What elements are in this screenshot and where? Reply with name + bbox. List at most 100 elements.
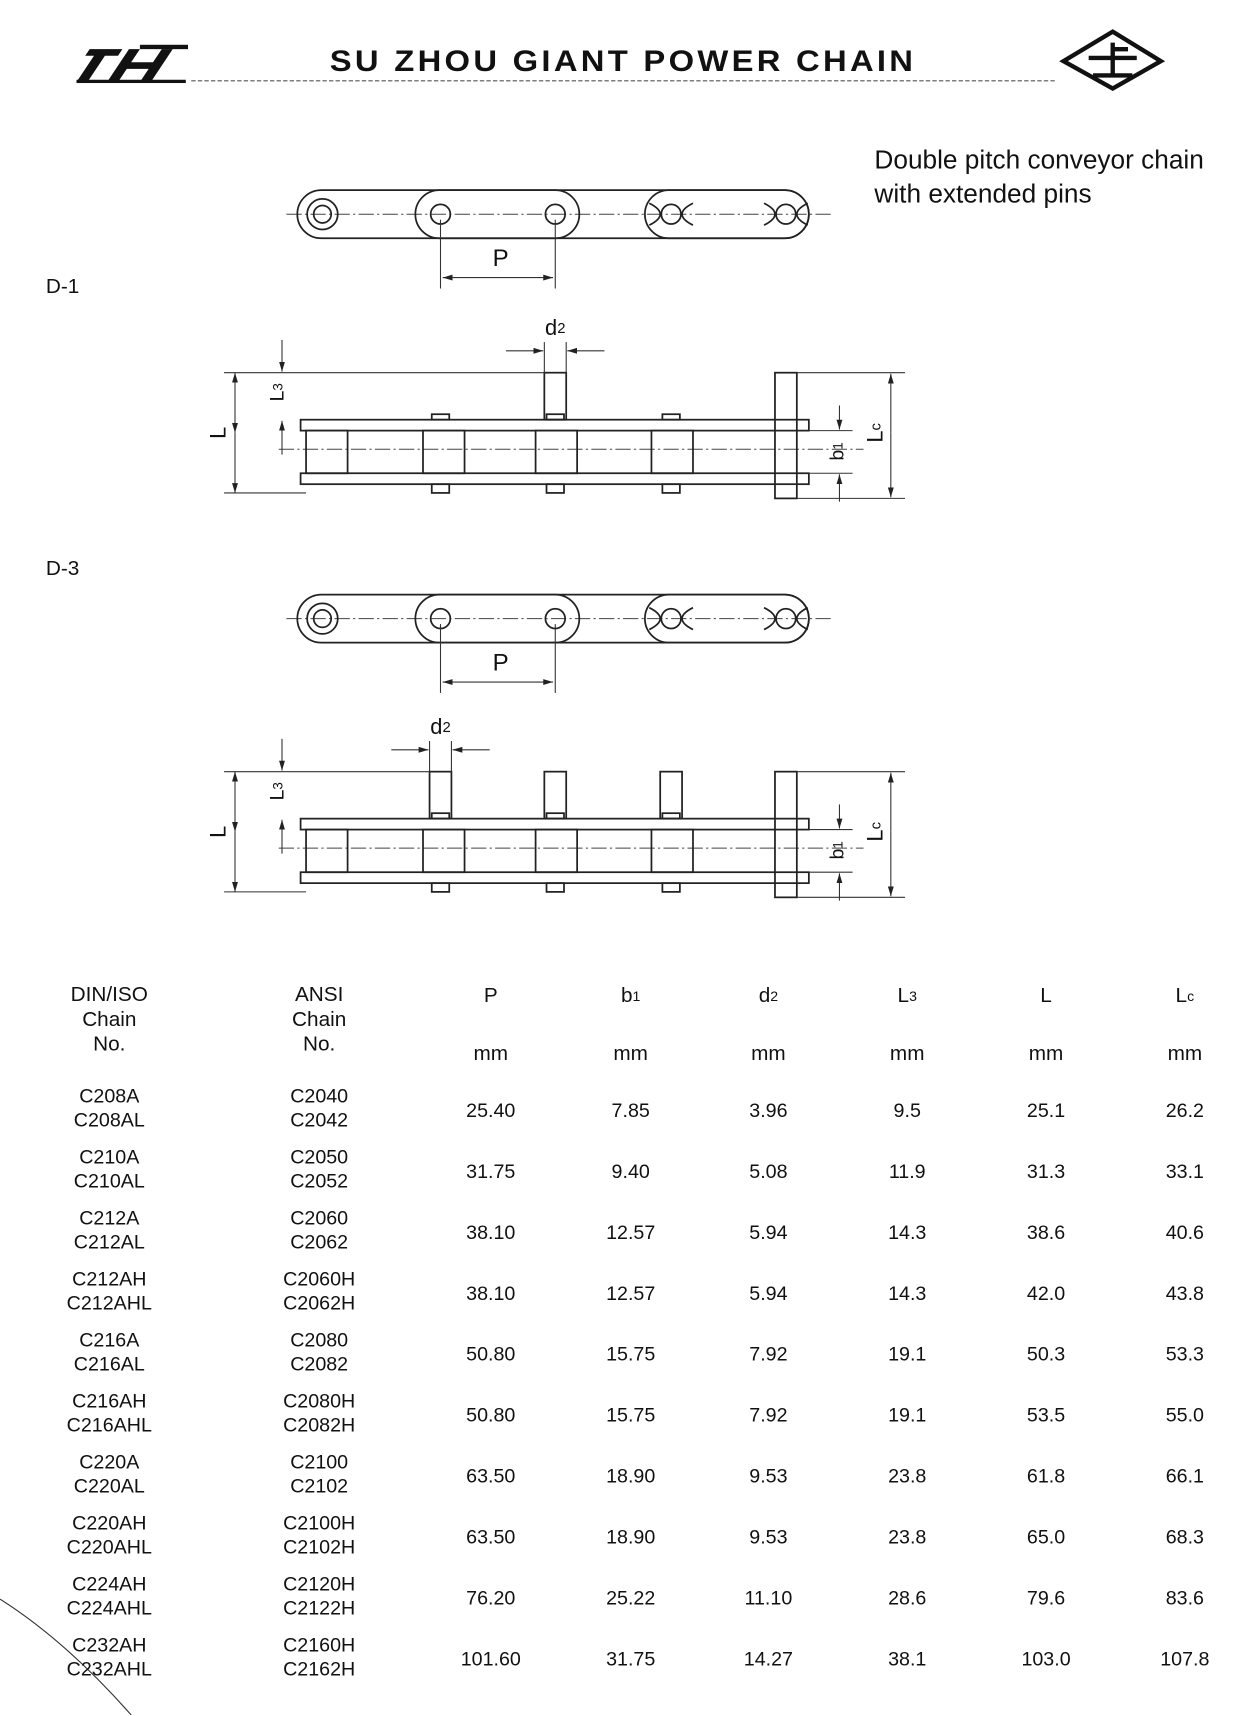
cotter bbox=[763, 606, 809, 631]
table-cell: 5.94 bbox=[749, 1283, 787, 1305]
table-cell: 11.10 bbox=[745, 1588, 793, 1610]
table-cell: 9.40 bbox=[612, 1161, 650, 1183]
chain-number: C2082H bbox=[283, 1415, 355, 1437]
dimension-label: b1 bbox=[827, 841, 849, 859]
dimension-label-part: 1 bbox=[830, 442, 845, 449]
dimension-label-part: c bbox=[869, 821, 885, 829]
extended-pin bbox=[774, 371, 798, 500]
dimension-label-part: 3 bbox=[270, 383, 285, 390]
pin bbox=[660, 203, 682, 225]
dimension-label-part: L bbox=[862, 430, 887, 442]
dimension-label: d2 bbox=[545, 315, 565, 340]
chain-number: C220AL bbox=[74, 1476, 145, 1498]
column-header: Lc bbox=[1176, 984, 1195, 1007]
dimension-label-part: 2 bbox=[557, 321, 565, 337]
table-cell: 14.27 bbox=[744, 1649, 793, 1671]
description-line: Double pitch conveyor chain bbox=[874, 145, 1203, 175]
dimension-label: L3 bbox=[267, 383, 289, 401]
extended-pin bbox=[428, 770, 453, 820]
roller bbox=[422, 828, 466, 874]
table-cell: 9.53 bbox=[749, 1527, 787, 1549]
bush bbox=[306, 602, 339, 635]
logo-left bbox=[76, 44, 189, 84]
table-cell: 66.1 bbox=[1166, 1466, 1204, 1488]
chain-number: C220AH bbox=[72, 1513, 146, 1535]
chain-number: C216AH bbox=[72, 1391, 146, 1413]
column-header: ANSI bbox=[295, 983, 343, 1006]
chain-number: C212AL bbox=[74, 1232, 145, 1254]
dimension-label-part: d bbox=[430, 714, 442, 739]
table-cell: 68.3 bbox=[1166, 1527, 1204, 1549]
table-cell: 42.0 bbox=[1027, 1283, 1065, 1305]
table-cell: 26.2 bbox=[1166, 1100, 1204, 1122]
chain-number: C2060H bbox=[283, 1269, 355, 1291]
roller bbox=[534, 828, 579, 874]
column-unit: mm bbox=[1029, 1042, 1064, 1065]
table-cell: 5.08 bbox=[749, 1161, 787, 1183]
chain-number: C2052 bbox=[290, 1171, 348, 1193]
diagram-label: D-3 bbox=[46, 557, 79, 580]
chain-number: C208A bbox=[79, 1086, 140, 1108]
column-header-part: P bbox=[484, 984, 498, 1007]
dimension-label-part: c bbox=[869, 422, 885, 430]
table-cell: 19.1 bbox=[888, 1405, 926, 1427]
table-cell: 55.0 bbox=[1166, 1405, 1204, 1427]
column-header: No. bbox=[303, 1032, 335, 1055]
pin-head bbox=[661, 483, 681, 494]
table-cell: 9.53 bbox=[749, 1466, 787, 1488]
table-cell: 11.9 bbox=[889, 1161, 926, 1183]
table-cell: 61.8 bbox=[1027, 1466, 1065, 1488]
chain-number: C208AL bbox=[74, 1110, 145, 1132]
table-cell: 50.3 bbox=[1027, 1344, 1065, 1366]
extended-pin bbox=[774, 770, 798, 899]
table-cell: 12.57 bbox=[606, 1222, 655, 1244]
dimension-label: Lc bbox=[862, 821, 887, 841]
table-cell: 23.8 bbox=[888, 1466, 926, 1488]
dimension-label-part: 2 bbox=[442, 720, 450, 736]
chain-number: C2080H bbox=[283, 1391, 355, 1413]
outer-plate bbox=[299, 817, 810, 831]
column-header-part: b bbox=[621, 984, 633, 1007]
roller bbox=[650, 828, 694, 874]
pin bbox=[775, 203, 797, 225]
table-cell: 3.96 bbox=[749, 1100, 787, 1122]
outer-plate bbox=[299, 871, 810, 885]
table-cell: 53.5 bbox=[1027, 1405, 1065, 1427]
column-unit: mm bbox=[473, 1042, 508, 1065]
table-cell: 38.10 bbox=[466, 1283, 515, 1305]
table-cell: 12.57 bbox=[606, 1283, 655, 1305]
chain-number: C210A bbox=[79, 1147, 140, 1169]
table-cell: 63.50 bbox=[466, 1527, 515, 1549]
dimension-label: L3 bbox=[267, 782, 289, 800]
description-line: with extended pins bbox=[873, 179, 1091, 209]
column-header-part: 1 bbox=[633, 988, 641, 1004]
dimension-label-part: L bbox=[267, 391, 289, 402]
table-cell: 7.85 bbox=[612, 1100, 650, 1122]
table-cell: 50.80 bbox=[466, 1344, 515, 1366]
chain-number: C2080 bbox=[290, 1330, 348, 1352]
diagram-label: D-1 bbox=[46, 275, 79, 298]
column-header-part: c bbox=[1187, 988, 1194, 1004]
pin-head bbox=[661, 413, 681, 421]
table-cell: 83.6 bbox=[1166, 1588, 1204, 1610]
chain-number: C232AHL bbox=[67, 1659, 152, 1681]
table-cell: 65.0 bbox=[1027, 1527, 1065, 1549]
chain-number: C2162H bbox=[283, 1659, 355, 1681]
table-cell: 76.20 bbox=[466, 1588, 515, 1610]
chain-number: C224AHL bbox=[67, 1598, 152, 1620]
dimension-label-part: 1 bbox=[830, 841, 845, 848]
dimension-label-part: L bbox=[267, 790, 289, 801]
logo-right bbox=[1059, 29, 1166, 92]
table-cell: 38.1 bbox=[888, 1649, 926, 1671]
column-header: Chain bbox=[82, 1008, 136, 1031]
column-header: b1 bbox=[621, 984, 641, 1007]
table-cell: 15.75 bbox=[606, 1344, 655, 1366]
dimension-label-part: P bbox=[493, 650, 509, 677]
table-cell: 14.3 bbox=[888, 1222, 926, 1244]
link-plate bbox=[414, 189, 581, 240]
column-header-part: L bbox=[1040, 984, 1052, 1007]
chain-number: C2082 bbox=[290, 1354, 348, 1376]
table-cell: 31.75 bbox=[466, 1161, 515, 1183]
